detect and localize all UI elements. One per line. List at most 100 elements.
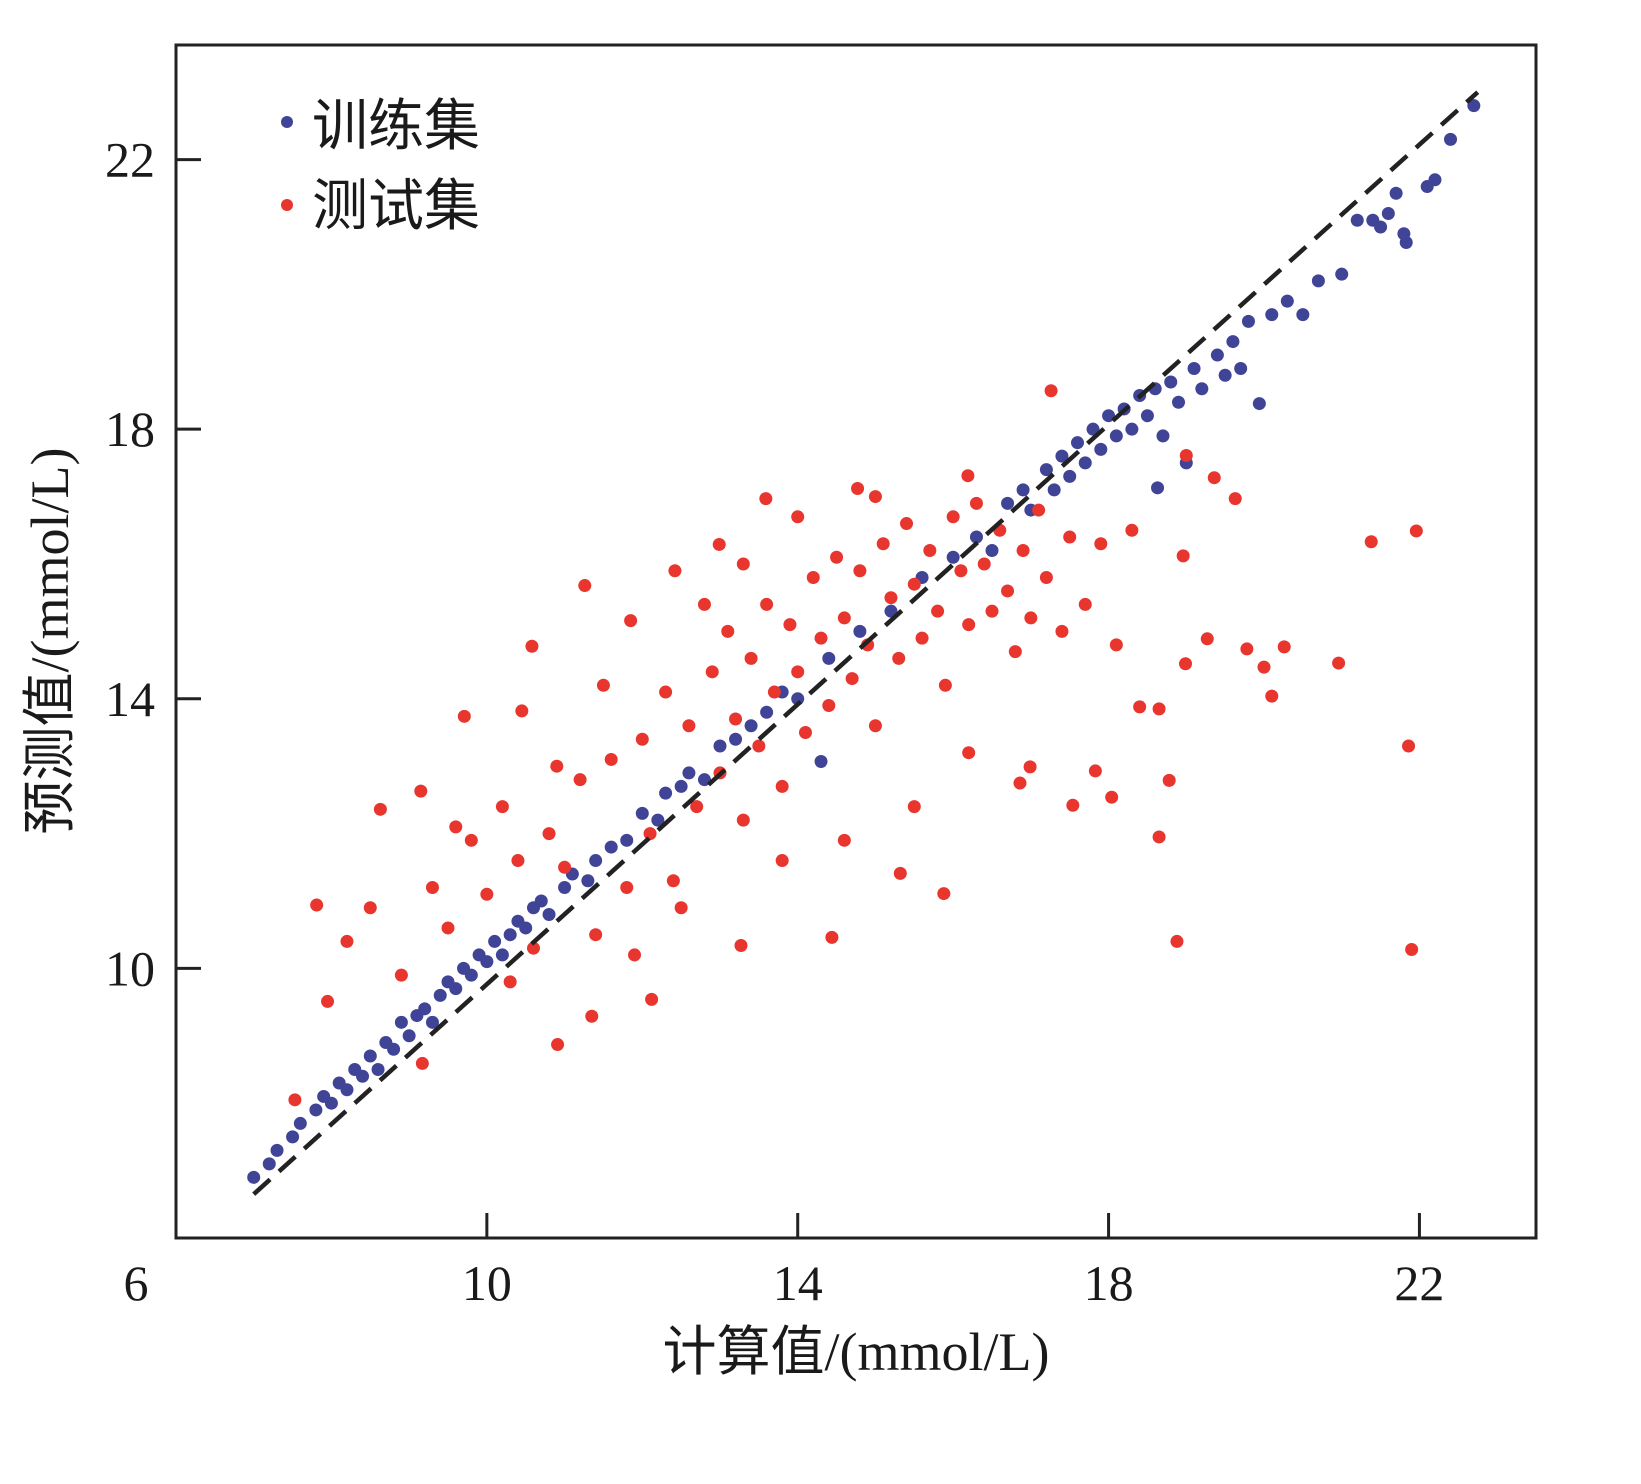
- train-point: [363, 1049, 377, 1063]
- test-point: [394, 968, 408, 982]
- test-point: [938, 678, 952, 692]
- train-point: [1094, 442, 1108, 456]
- train-point: [1109, 429, 1123, 443]
- test-point: [845, 672, 859, 686]
- test-point: [1013, 776, 1027, 790]
- test-point: [525, 639, 539, 653]
- test-point: [907, 800, 921, 814]
- test-point: [690, 800, 704, 814]
- train-point: [1311, 274, 1325, 288]
- test-point: [969, 496, 983, 510]
- test-point: [946, 510, 960, 524]
- reference-line-y-equals-x: [252, 90, 1480, 1196]
- test-point: [1133, 700, 1147, 714]
- test-point: [876, 537, 890, 551]
- test-point: [1008, 645, 1022, 659]
- test-point: [1063, 530, 1077, 544]
- train-point: [488, 934, 502, 948]
- test-point: [1055, 624, 1069, 638]
- test-point: [682, 719, 696, 733]
- train-point: [503, 928, 517, 942]
- test-point: [674, 901, 688, 915]
- test-point: [1265, 689, 1279, 703]
- test-point: [551, 1038, 565, 1052]
- train-point: [418, 1002, 432, 1016]
- legend: 训练集 测试集: [281, 96, 480, 238]
- test-point: [923, 544, 937, 558]
- test-point: [1094, 537, 1108, 551]
- train-point: [884, 604, 898, 618]
- test-point: [666, 874, 680, 888]
- train-point: [1063, 469, 1077, 483]
- test-point: [744, 651, 758, 665]
- test-point: [558, 860, 572, 874]
- train-point: [969, 530, 983, 544]
- train-point: [659, 786, 673, 800]
- train-point: [340, 1083, 354, 1097]
- train-point: [985, 544, 999, 558]
- train-point: [480, 955, 494, 969]
- test-point: [310, 898, 324, 912]
- test-point: [643, 827, 657, 841]
- test-point: [752, 739, 766, 753]
- test-point: [931, 604, 945, 618]
- train-point: [744, 719, 758, 733]
- test-point: [1402, 739, 1416, 753]
- train-point: [1070, 436, 1084, 450]
- test-point: [1039, 570, 1053, 584]
- train-point: [1218, 368, 1232, 382]
- test-point: [578, 579, 592, 593]
- test-point: [783, 618, 797, 632]
- test-point: [791, 510, 805, 524]
- test-point: [1105, 790, 1119, 804]
- train-point: [286, 1130, 300, 1144]
- train-point: [534, 894, 548, 908]
- x-tick-label: 14: [773, 1255, 823, 1311]
- train-point: [946, 550, 960, 564]
- train-point: [371, 1062, 385, 1076]
- test-point: [414, 784, 428, 798]
- x-axis-ticks: 6 10 14 18 22: [124, 1213, 1444, 1311]
- series-test-points: [288, 384, 1423, 1107]
- train-point: [814, 754, 828, 768]
- test-point: [668, 564, 682, 578]
- test-point: [373, 802, 387, 816]
- train-point: [581, 874, 595, 888]
- test-point: [585, 1009, 599, 1023]
- test-point: [415, 1056, 429, 1070]
- train-point: [1241, 314, 1255, 328]
- test-point: [868, 719, 882, 733]
- test-point: [721, 624, 735, 638]
- test-point: [550, 759, 564, 773]
- test-point: [729, 712, 743, 726]
- train-point: [1055, 449, 1069, 463]
- test-point: [814, 631, 828, 645]
- test-point: [884, 591, 898, 605]
- train-point: [309, 1103, 323, 1117]
- test-point: [449, 820, 463, 834]
- test-point: [775, 779, 789, 793]
- test-point: [573, 773, 587, 787]
- legend-label-train: 训练集: [312, 96, 480, 158]
- test-point: [1176, 549, 1190, 563]
- test-point: [736, 557, 750, 571]
- test-point: [1179, 657, 1193, 671]
- legend-label-test: 测试集: [312, 176, 480, 238]
- y-axis-ticks: 10 14 18 22: [105, 132, 201, 996]
- train-point: [1234, 362, 1248, 376]
- train-point: [433, 988, 447, 1002]
- train-point: [1381, 207, 1395, 221]
- legend-marker-train: [281, 116, 293, 128]
- train-point: [604, 840, 618, 854]
- test-point: [340, 934, 354, 948]
- train-point: [620, 833, 634, 847]
- train-point: [1140, 409, 1154, 423]
- test-point: [705, 665, 719, 679]
- test-point: [806, 570, 820, 584]
- test-point: [900, 517, 914, 531]
- train-point: [356, 1069, 370, 1083]
- test-point: [697, 597, 711, 611]
- test-point: [620, 881, 634, 895]
- train-point: [1164, 375, 1178, 389]
- test-point: [542, 827, 556, 841]
